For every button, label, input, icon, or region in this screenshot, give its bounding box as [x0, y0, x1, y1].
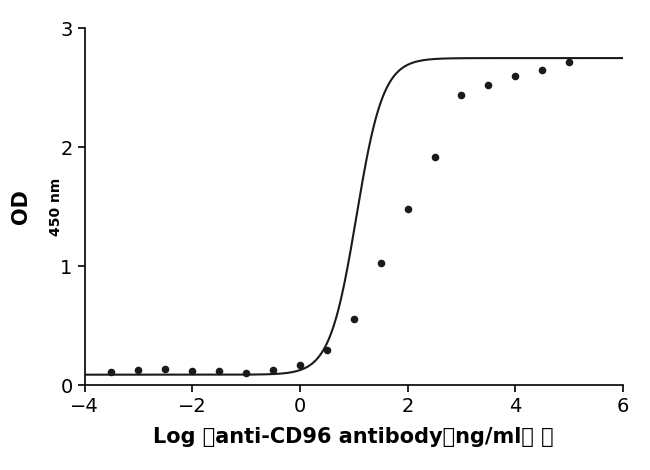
Point	[294, 361, 305, 369]
Text: OD: OD	[10, 189, 31, 224]
Point	[322, 346, 332, 353]
Text: 450 nm: 450 nm	[49, 178, 64, 236]
Point	[214, 368, 224, 375]
Point	[160, 365, 170, 373]
Point	[402, 205, 413, 213]
Point	[429, 153, 439, 161]
Point	[537, 66, 547, 74]
Point	[456, 91, 467, 99]
X-axis label: Log （anti-CD96 antibody（ng/ml） ）: Log （anti-CD96 antibody（ng/ml） ）	[153, 427, 554, 447]
Point	[133, 366, 144, 374]
Point	[510, 72, 521, 80]
Point	[241, 370, 252, 377]
Point	[187, 368, 198, 375]
Point	[376, 259, 386, 266]
Point	[268, 366, 278, 374]
Point	[483, 82, 493, 89]
Point	[106, 368, 116, 376]
Point	[564, 58, 575, 65]
Point	[348, 315, 359, 322]
